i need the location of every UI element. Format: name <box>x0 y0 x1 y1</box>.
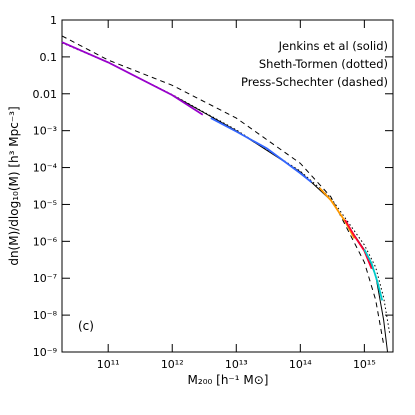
y-tick-label: 10⁻⁸ <box>33 309 58 322</box>
series-line <box>344 219 373 270</box>
y-tick-label: 10⁻⁶ <box>33 235 58 248</box>
x-tick-label: 10¹² <box>161 358 184 371</box>
legend-label: Jenkins et al (solid) <box>278 39 388 53</box>
y-tick-label: 0.01 <box>33 88 58 101</box>
y-tick-label: 10⁻⁷ <box>33 272 57 285</box>
annotation: (c) <box>78 319 94 333</box>
legend-label: Press-Schechter (dashed) <box>241 75 388 89</box>
plot-frame <box>61 19 394 353</box>
series-line <box>61 35 385 345</box>
x-tick-label: 10¹¹ <box>97 358 120 371</box>
y-tick-label: 0.1 <box>40 51 58 64</box>
series-line <box>61 41 204 116</box>
y-tick-label: 10⁻⁹ <box>33 346 57 359</box>
y-tick-label: 1 <box>50 14 57 27</box>
series-line <box>210 117 313 183</box>
y-tick-label: 10⁻⁴ <box>33 162 58 175</box>
y-tick-label: 10⁻⁵ <box>33 198 57 211</box>
x-tick-label: 10¹⁴ <box>289 358 312 371</box>
x-tick-label: 10¹³ <box>225 358 248 371</box>
x-tick-label: 10¹⁵ <box>353 358 376 371</box>
legend-label: Sheth-Tormen (dotted) <box>259 57 388 71</box>
series-line <box>363 249 384 301</box>
y-axis-label: dn(M)/dlog₁₀(M) [h³ Mpc⁻³] <box>7 106 21 265</box>
series-line <box>318 187 356 239</box>
y-tick-label: 10⁻³ <box>33 125 57 138</box>
x-axis-label: M₂₀₀ [h⁻¹ M⊙] <box>188 373 269 387</box>
